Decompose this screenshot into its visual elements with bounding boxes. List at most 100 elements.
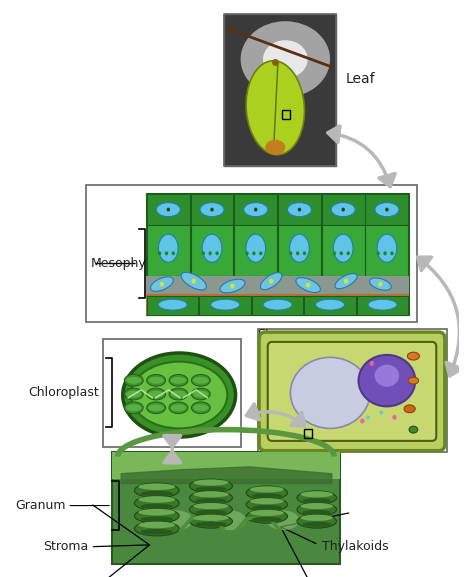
Ellipse shape xyxy=(302,522,331,527)
Ellipse shape xyxy=(342,208,345,212)
Bar xyxy=(103,339,241,447)
Ellipse shape xyxy=(211,299,240,310)
Bar xyxy=(146,294,409,316)
Ellipse shape xyxy=(360,418,365,424)
Ellipse shape xyxy=(193,377,209,384)
Ellipse shape xyxy=(296,252,300,255)
Ellipse shape xyxy=(220,279,245,293)
Ellipse shape xyxy=(134,508,179,523)
Ellipse shape xyxy=(200,203,224,217)
Ellipse shape xyxy=(169,402,188,414)
Ellipse shape xyxy=(302,498,331,503)
Ellipse shape xyxy=(380,410,383,414)
Ellipse shape xyxy=(139,509,175,515)
Ellipse shape xyxy=(141,491,173,496)
Ellipse shape xyxy=(141,516,173,522)
Ellipse shape xyxy=(191,402,210,414)
Ellipse shape xyxy=(158,299,187,310)
FancyBboxPatch shape xyxy=(234,194,277,225)
Ellipse shape xyxy=(230,284,234,288)
Bar xyxy=(224,14,336,166)
Ellipse shape xyxy=(250,498,284,504)
Ellipse shape xyxy=(298,208,301,212)
Ellipse shape xyxy=(300,491,333,497)
Ellipse shape xyxy=(124,374,143,386)
Ellipse shape xyxy=(139,522,175,528)
Ellipse shape xyxy=(297,514,336,528)
Ellipse shape xyxy=(160,282,164,287)
Ellipse shape xyxy=(303,252,306,255)
Ellipse shape xyxy=(139,484,175,490)
Ellipse shape xyxy=(134,521,179,536)
Ellipse shape xyxy=(252,505,282,510)
Ellipse shape xyxy=(148,391,164,398)
FancyBboxPatch shape xyxy=(322,225,365,276)
Ellipse shape xyxy=(344,279,348,284)
Text: Leaf: Leaf xyxy=(346,72,376,87)
Ellipse shape xyxy=(126,377,141,384)
Ellipse shape xyxy=(159,234,178,262)
Ellipse shape xyxy=(300,515,333,521)
FancyBboxPatch shape xyxy=(322,194,365,225)
FancyBboxPatch shape xyxy=(366,225,409,276)
Ellipse shape xyxy=(196,522,227,527)
Ellipse shape xyxy=(404,405,415,413)
Ellipse shape xyxy=(302,510,331,515)
Ellipse shape xyxy=(254,208,257,212)
Ellipse shape xyxy=(191,279,196,284)
Ellipse shape xyxy=(333,252,336,255)
Ellipse shape xyxy=(250,510,284,516)
Ellipse shape xyxy=(124,388,143,400)
Ellipse shape xyxy=(246,61,305,155)
Ellipse shape xyxy=(245,252,249,255)
Ellipse shape xyxy=(146,402,166,414)
Ellipse shape xyxy=(306,283,310,287)
Ellipse shape xyxy=(297,503,336,516)
Ellipse shape xyxy=(409,426,418,433)
Ellipse shape xyxy=(181,272,206,290)
Ellipse shape xyxy=(190,503,233,516)
FancyBboxPatch shape xyxy=(190,225,234,276)
Ellipse shape xyxy=(376,252,380,255)
FancyBboxPatch shape xyxy=(278,194,321,225)
Bar xyxy=(304,429,312,439)
Ellipse shape xyxy=(259,252,263,255)
FancyBboxPatch shape xyxy=(147,194,190,225)
Ellipse shape xyxy=(263,299,292,310)
Bar xyxy=(86,185,417,323)
FancyBboxPatch shape xyxy=(304,296,356,316)
Ellipse shape xyxy=(252,493,282,499)
Ellipse shape xyxy=(193,515,228,521)
Ellipse shape xyxy=(244,203,268,217)
Ellipse shape xyxy=(269,279,273,284)
Ellipse shape xyxy=(267,511,300,530)
Ellipse shape xyxy=(134,496,179,511)
FancyBboxPatch shape xyxy=(366,194,409,225)
Ellipse shape xyxy=(385,208,388,212)
Ellipse shape xyxy=(252,517,282,522)
Ellipse shape xyxy=(190,491,233,505)
FancyBboxPatch shape xyxy=(278,225,321,276)
Ellipse shape xyxy=(202,234,222,262)
Ellipse shape xyxy=(289,252,292,255)
Ellipse shape xyxy=(296,278,321,293)
Ellipse shape xyxy=(252,252,256,255)
Ellipse shape xyxy=(408,377,418,384)
Ellipse shape xyxy=(202,252,205,255)
Ellipse shape xyxy=(290,234,309,262)
Ellipse shape xyxy=(368,299,397,310)
Ellipse shape xyxy=(340,252,343,255)
Ellipse shape xyxy=(246,498,287,511)
FancyArrowPatch shape xyxy=(164,436,181,463)
Ellipse shape xyxy=(193,479,228,486)
Bar xyxy=(282,110,290,119)
FancyBboxPatch shape xyxy=(190,194,234,225)
FancyBboxPatch shape xyxy=(112,452,340,479)
Ellipse shape xyxy=(158,252,161,255)
Ellipse shape xyxy=(131,362,227,429)
Ellipse shape xyxy=(407,352,419,360)
Ellipse shape xyxy=(193,503,228,509)
Ellipse shape xyxy=(260,272,282,290)
Ellipse shape xyxy=(160,511,193,530)
Ellipse shape xyxy=(190,514,233,528)
